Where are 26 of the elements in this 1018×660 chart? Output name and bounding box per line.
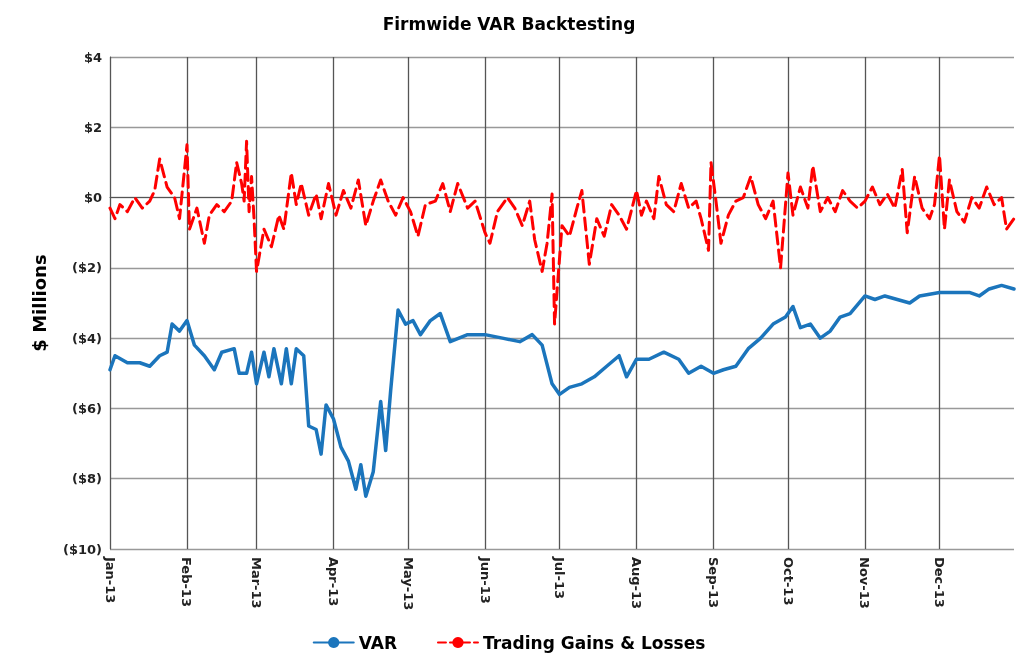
y-tick-label: $4 <box>83 49 102 65</box>
y-tick-label: ($10) <box>62 541 102 557</box>
x-tick-label: May-13 <box>400 557 416 611</box>
y-tick-label: $0 <box>83 190 102 206</box>
y-tick-label: ($8) <box>72 471 102 487</box>
x-tick-label: Nov-13 <box>857 557 873 609</box>
x-tick-label: Dec-13 <box>931 557 947 608</box>
x-tick-label: Jan-13 <box>102 556 118 604</box>
legend-label: VAR <box>358 632 397 653</box>
x-tick-label: Apr-13 <box>326 557 342 607</box>
y-tick-label: ($6) <box>72 400 102 416</box>
y-tick-label: ($2) <box>72 260 102 276</box>
x-tick-label: Jul-13 <box>552 556 568 600</box>
line-series <box>108 283 1016 499</box>
x-tick-label: Oct-13 <box>780 557 796 606</box>
x-tick-label: Mar-13 <box>249 557 265 609</box>
x-tick-label: Feb-13 <box>179 557 195 607</box>
x-tick-label: Aug-13 <box>629 557 645 610</box>
y-axis-title: $ Millions <box>28 254 50 352</box>
legend-label: Trading Gains & Losses <box>482 632 706 653</box>
line-series <box>108 139 1016 326</box>
y-tick-label: ($4) <box>72 330 102 346</box>
x-tick-label: Jun-13 <box>477 556 493 604</box>
chart-title: Firmwide VAR Backtesting <box>382 13 636 34</box>
y-tick-label: $2 <box>83 119 102 135</box>
x-tick-label: Sep-13 <box>705 557 721 608</box>
